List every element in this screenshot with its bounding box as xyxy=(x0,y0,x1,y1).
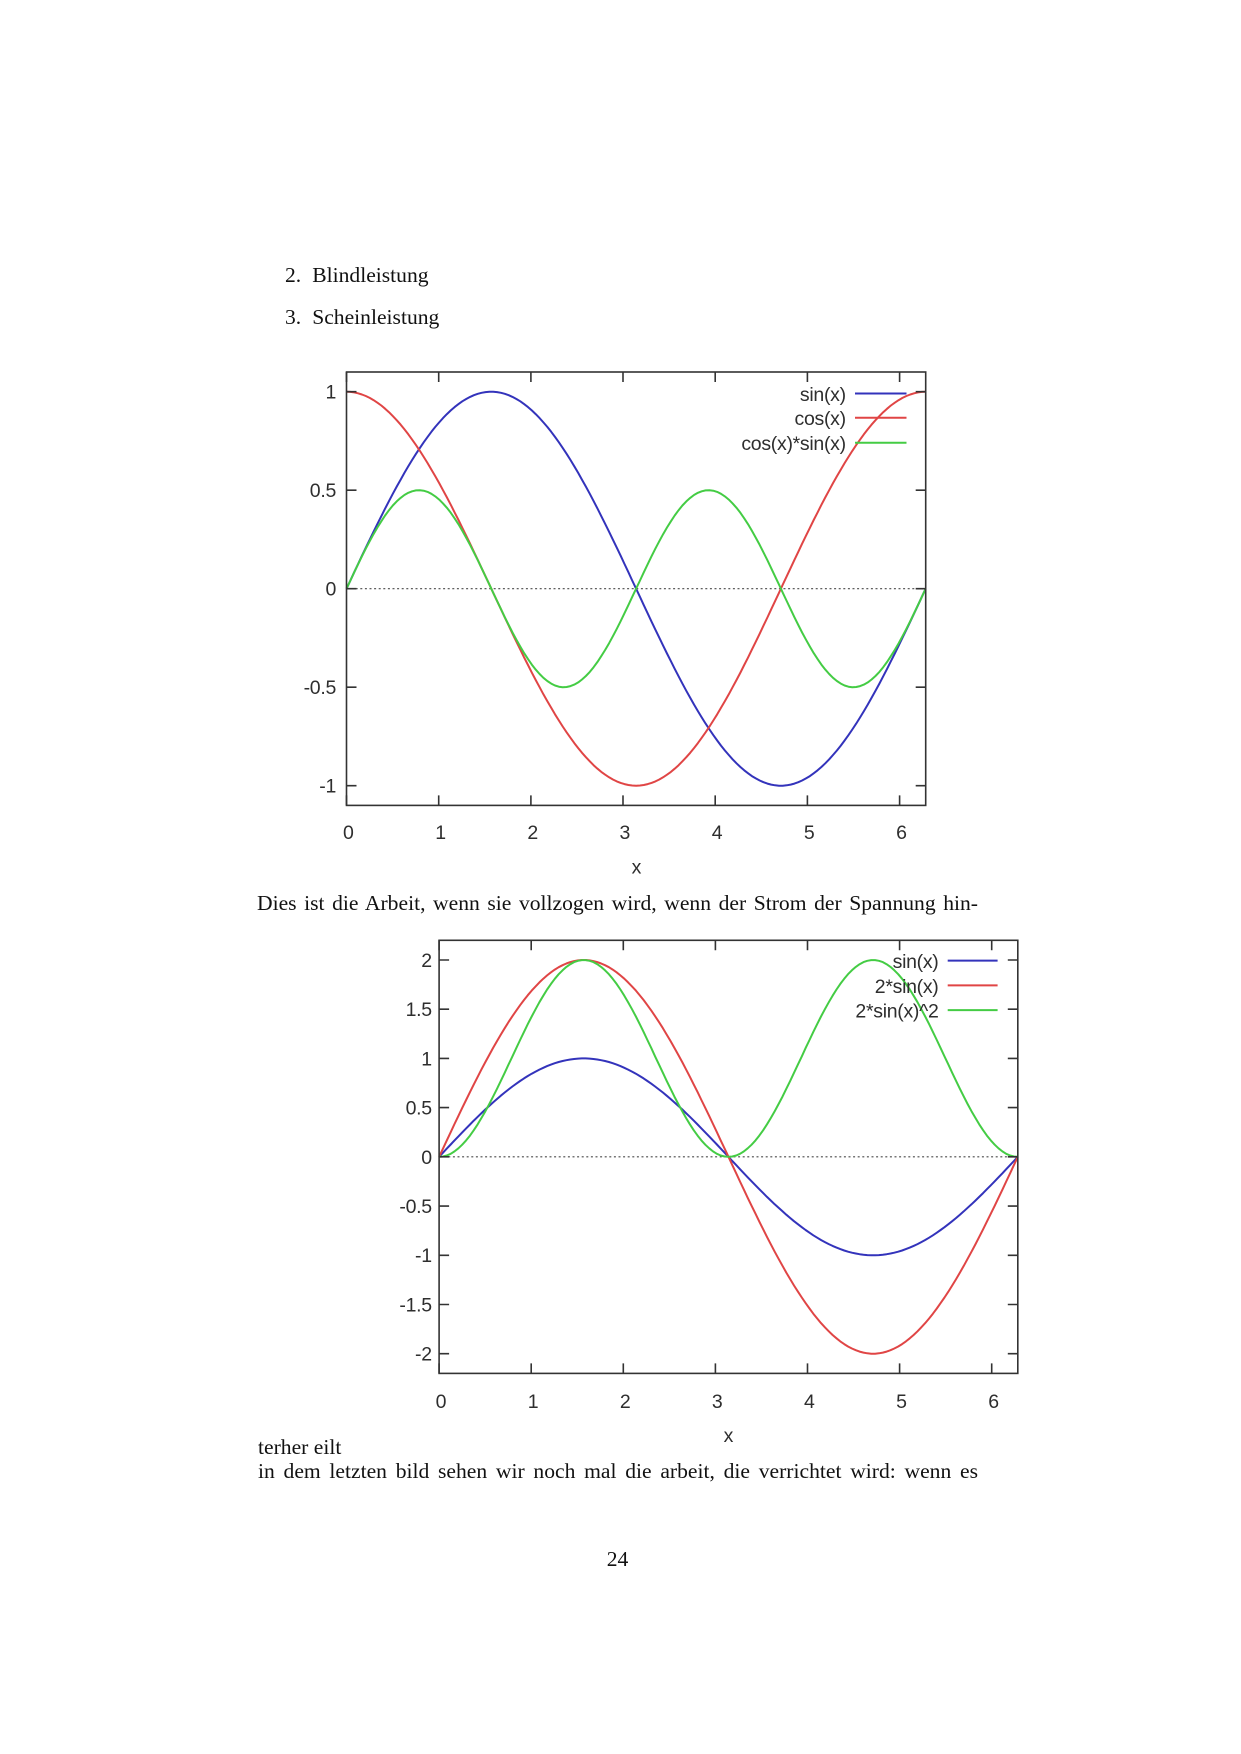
svg-text:-1: -1 xyxy=(415,1245,432,1267)
svg-text:6: 6 xyxy=(988,1391,999,1413)
svg-text:2: 2 xyxy=(527,822,538,844)
svg-text:-1.5: -1.5 xyxy=(399,1294,432,1316)
svg-text:sin(x): sin(x) xyxy=(800,384,846,406)
svg-text:-0.5: -0.5 xyxy=(304,677,337,699)
svg-text:5: 5 xyxy=(896,1391,907,1413)
svg-text:0: 0 xyxy=(343,822,354,844)
svg-text:sin(x): sin(x) xyxy=(893,951,939,973)
svg-text:0.5: 0.5 xyxy=(310,480,337,502)
svg-text:4: 4 xyxy=(804,1391,815,1413)
svg-text:2*sin(x)^2: 2*sin(x)^2 xyxy=(855,1001,938,1023)
svg-text:0.5: 0.5 xyxy=(406,1098,433,1120)
svg-text:2: 2 xyxy=(421,950,432,972)
svg-text:-0.5: -0.5 xyxy=(399,1196,432,1218)
svg-text:x: x xyxy=(632,857,642,879)
svg-text:cos(x)*sin(x): cos(x)*sin(x) xyxy=(741,433,845,455)
svg-text:-2: -2 xyxy=(415,1344,432,1366)
svg-text:1: 1 xyxy=(421,1048,432,1070)
svg-text:2*sin(x): 2*sin(x) xyxy=(875,976,939,998)
svg-text:1: 1 xyxy=(325,382,336,404)
svg-text:6: 6 xyxy=(896,822,907,844)
svg-text:3: 3 xyxy=(620,822,631,844)
svg-text:1: 1 xyxy=(528,1391,539,1413)
svg-text:x: x xyxy=(724,1425,734,1447)
svg-text:0: 0 xyxy=(421,1147,432,1169)
svg-text:3: 3 xyxy=(712,1391,723,1413)
svg-text:-1: -1 xyxy=(319,776,336,798)
svg-text:0: 0 xyxy=(436,1391,447,1413)
svg-text:0: 0 xyxy=(325,579,336,601)
svg-text:1.5: 1.5 xyxy=(406,999,433,1021)
svg-text:5: 5 xyxy=(804,822,815,844)
svg-text:4: 4 xyxy=(712,822,723,844)
svg-text:2: 2 xyxy=(620,1391,631,1413)
svg-text:cos(x): cos(x) xyxy=(795,408,846,430)
svg-text:1: 1 xyxy=(435,822,446,844)
